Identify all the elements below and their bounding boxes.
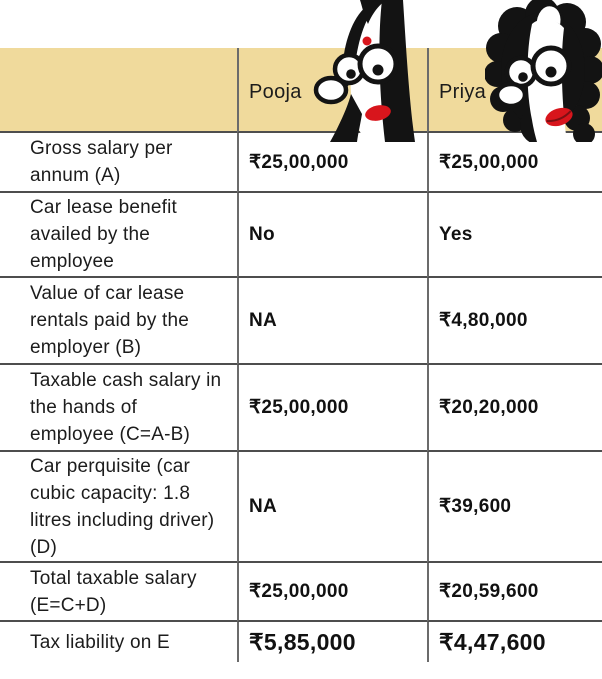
priya-right-eye — [530, 45, 572, 87]
pooja-lips — [365, 105, 391, 121]
row-7-pooja-value: ₹5,85,000 — [237, 622, 427, 662]
row-4-pooja-value: ₹25,00,000 — [237, 365, 427, 452]
row-1-priya-value: ₹25,00,000 — [427, 133, 602, 193]
pooja-right-eye — [357, 43, 399, 85]
row-1-pooja-value: ₹25,00,000 — [237, 133, 427, 193]
row-5-pooja-value: NA — [237, 452, 427, 563]
priya-header-label: Priya — [439, 81, 487, 103]
pooja-illustration — [300, 0, 427, 147]
row-3-label: Value of car lease rentals paid by the e… — [0, 278, 237, 365]
priya-left-pupil — [518, 72, 528, 82]
pooja-nose — [313, 75, 349, 105]
priya-lips — [545, 107, 573, 127]
pooja-bindi — [362, 36, 372, 46]
pooja-left-pupil — [346, 69, 356, 79]
priya-illustration — [484, 0, 602, 147]
row-1-label: Gross salary per annum (A) — [0, 133, 237, 193]
pooja-right-pupil — [372, 64, 384, 76]
header-cell-empty — [0, 48, 237, 133]
priya-right-pupil — [545, 66, 557, 78]
row-4-label: Taxable cash salary in the hands of empl… — [0, 365, 237, 452]
row-6-pooja-value: ₹25,00,000 — [237, 563, 427, 622]
row-3-pooja-value: NA — [237, 278, 427, 365]
pooja-body — [330, 94, 362, 142]
row-7-priya-value: ₹4,47,600 — [427, 622, 602, 662]
priya-nose — [494, 81, 528, 109]
row-6-label: Total taxable salary (E=C+D) — [0, 563, 237, 622]
pooja-header-label: Pooja — [249, 81, 302, 103]
pooja-cartoon-icon — [313, 0, 415, 142]
row-6-priya-value: ₹20,59,600 — [427, 563, 602, 622]
comparison-table: Pooja Priya Gross salary per annum (A) ₹… — [0, 48, 602, 662]
row-2-label: Car lease benefit availed by the employe… — [0, 193, 237, 278]
row-7-label: Tax liability on E — [0, 622, 237, 662]
row-2-pooja-value: No — [237, 193, 427, 278]
row-3-priya-value: ₹4,80,000 — [427, 278, 602, 365]
row-5-label: Car perquisite (car cubic capacity: 1.8 … — [0, 452, 237, 563]
row-4-priya-value: ₹20,20,000 — [427, 365, 602, 452]
priya-cartoon-icon — [484, 0, 602, 145]
row-2-priya-value: Yes — [427, 193, 602, 278]
row-5-priya-value: ₹39,600 — [427, 452, 602, 563]
